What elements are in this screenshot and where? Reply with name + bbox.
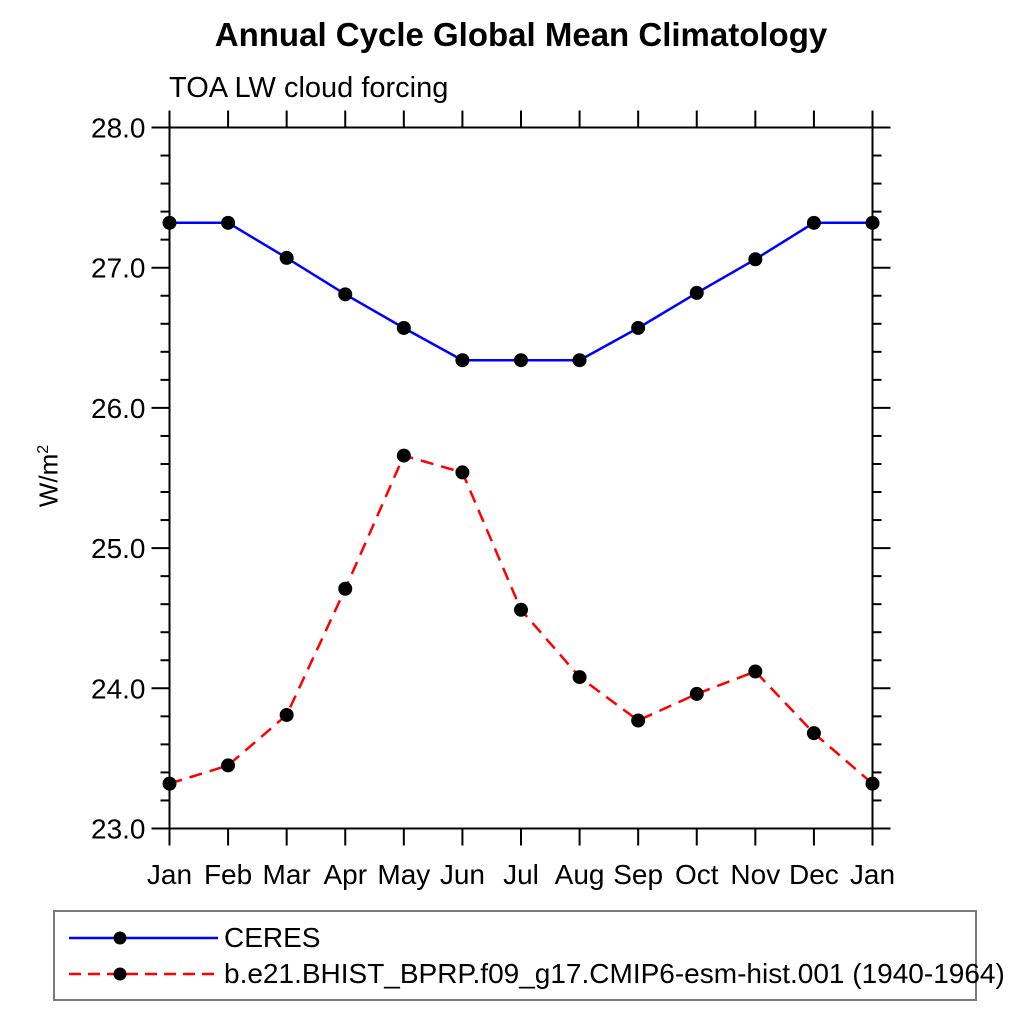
- legend-item-model: b.e21.BHIST_BPRP.f09_g17.CMIP6-esm-hist.…: [55, 958, 1005, 989]
- legend-label-ceres: CERES: [224, 922, 321, 953]
- x-axis-tick-label: Mar: [263, 859, 311, 890]
- series-1-data-point-marker: [806, 726, 821, 741]
- x-axis-tick-label: Apr: [323, 859, 367, 890]
- x-axis-tick-label: Dec: [789, 859, 839, 890]
- legend-label-model: b.e21.BHIST_BPRP.f09_g17.CMIP6-esm-hist.…: [224, 958, 1005, 989]
- series-0-data-point-marker: [338, 287, 353, 302]
- legend-line-sample-ceres: [69, 931, 218, 945]
- series-0-data-point-marker: [514, 353, 528, 368]
- series-1-data-point-marker: [689, 686, 704, 701]
- series-1-data-point-marker: [338, 581, 353, 596]
- series-1-data-point-marker: [514, 602, 528, 617]
- series-line-0: [169, 221, 873, 362]
- x-axis-tick-label: Sep: [613, 859, 663, 890]
- series-0-data-point-marker: [865, 215, 880, 230]
- series-1-data-point-marker: [396, 448, 411, 463]
- y-axis-tick-label: 28.0: [91, 113, 146, 144]
- plot-frame: [168, 126, 874, 830]
- series-1-data-point-marker: [455, 465, 470, 480]
- y-axis-tick-label: 24.0: [91, 673, 146, 704]
- series-0-data-point-marker: [572, 353, 587, 368]
- series-0-data-point-marker: [806, 215, 821, 230]
- series-1-data-point-marker: [748, 664, 763, 679]
- series-0-data-point-marker: [689, 285, 704, 300]
- legend-marker-0: [113, 931, 127, 945]
- series-1-data-point-marker: [631, 713, 646, 728]
- x-axis-tick-label: Jan: [147, 859, 192, 890]
- chart-subtitle: TOA LW cloud forcing: [169, 72, 449, 104]
- legend-line-sample-model: [69, 967, 218, 981]
- x-axis-tick-label: Nov: [730, 859, 780, 890]
- x-axis-tick-label: Feb: [204, 859, 252, 890]
- x-axis-tick-label: Aug: [555, 859, 605, 890]
- x-axis-tick-label: Jan: [850, 859, 895, 890]
- chart-title: Annual Cycle Global Mean Climatology: [214, 16, 828, 53]
- x-axis-tick-label: Jul: [503, 859, 539, 890]
- y-axis-tick-label: 23.0: [91, 814, 146, 845]
- y-axis-tick-label: 27.0: [91, 253, 146, 284]
- series-0-data-point-marker: [748, 252, 763, 267]
- y-axis-tick-label: 25.0: [91, 533, 146, 564]
- legend-item-ceres: CERES: [55, 922, 320, 953]
- series-0-data-point-marker: [631, 320, 646, 335]
- x-axis-tick-label: May: [377, 859, 430, 890]
- series-1-data-point-marker: [572, 670, 587, 685]
- series-1-data-point-marker: [865, 776, 880, 791]
- legend-marker-1: [113, 967, 127, 981]
- series-line-1: [169, 454, 874, 785]
- series-0-data-point-marker: [279, 250, 294, 265]
- legend: CERES b.e21.BHIST_BPRP.f09_g17.CMIP6-esm…: [53, 910, 1005, 1001]
- series-1-data-point-marker: [279, 707, 294, 722]
- series-1-data-point-marker: [221, 758, 236, 773]
- series-0-data-point-marker: [162, 215, 177, 230]
- series-0-data-point-marker: [455, 353, 470, 368]
- series-0-data-point-marker: [396, 320, 411, 335]
- x-axis-tick-label: Oct: [675, 859, 719, 890]
- y-axis-tick-label: 26.0: [91, 393, 146, 424]
- series-0-data-point-marker: [221, 215, 236, 230]
- series-1-data-point-marker: [162, 776, 177, 791]
- x-axis-tick-label: Jun: [440, 859, 485, 890]
